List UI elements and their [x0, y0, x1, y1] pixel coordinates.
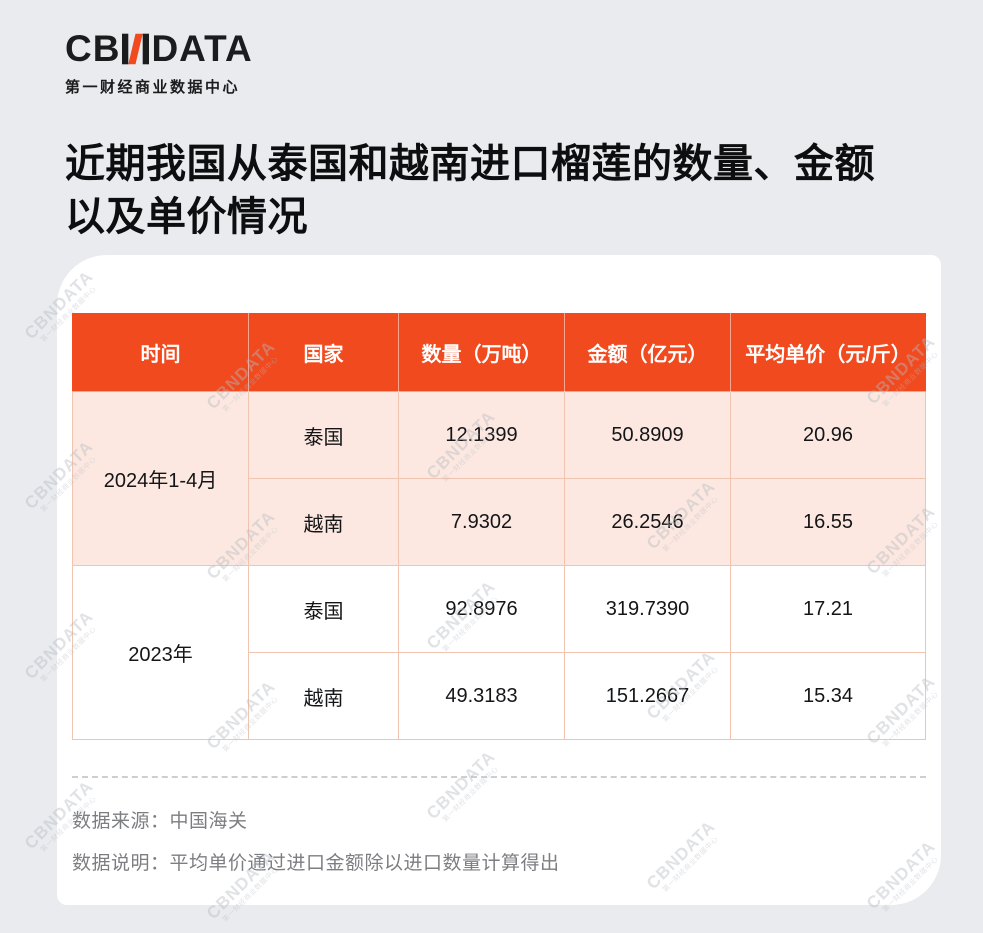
page-title: 近期我国从泰国和越南进口榴莲的数量、金额以及单价情况 [65, 142, 875, 239]
amount-cell: 50.8909 [564, 391, 731, 479]
table-row: 2023年 泰国 92.8976 319.7390 17.21 [72, 565, 926, 740]
table-row: 越南 7.9302 26.2546 16.55 [73, 478, 926, 566]
col-header-quantity: 数量（万吨） [398, 313, 565, 392]
country-cell: 泰国 [248, 565, 399, 653]
logo-text-cb: CB [65, 28, 121, 69]
source-value: 中国海关 [169, 811, 248, 832]
cbndata-logo: CB DATA [65, 30, 253, 67]
data-source-line: 数据来源：中国海关 [72, 806, 926, 833]
col-header-amount: 金额（亿元） [564, 313, 731, 392]
import-table: 时间 国家 数量（万吨） 金额（亿元） 平均单价（元/斤） 2024年1-4月 … [72, 313, 926, 740]
data-card: 时间 国家 数量（万吨） 金额（亿元） 平均单价（元/斤） 2024年1-4月 … [57, 255, 941, 905]
country-cell: 越南 [248, 478, 399, 566]
table-header-row: 时间 国家 数量（万吨） 金额（亿元） 平均单价（元/斤） [72, 313, 926, 392]
amount-cell: 26.2546 [564, 478, 731, 566]
dashed-divider [72, 776, 926, 778]
col-header-country: 国家 [248, 313, 399, 392]
note-label: 数据说明： [72, 853, 170, 874]
price-cell: 16.55 [730, 478, 926, 566]
quantity-cell: 12.1399 [398, 391, 565, 479]
country-cell: 泰国 [248, 391, 399, 479]
quantity-cell: 92.8976 [398, 565, 565, 653]
table-row: 2024年1-4月 泰国 12.1399 50.8909 20.96 [72, 391, 926, 566]
brand-header: CB DATA 第一财经商业数据中心 [65, 30, 253, 97]
note-value: 平均单价通过进口金额除以进口数量计算得出 [169, 853, 560, 874]
logo-text-data: DATA [151, 28, 253, 69]
source-label: 数据来源： [72, 811, 170, 832]
data-note-line: 数据说明：平均单价通过进口金额除以进口数量计算得出 [72, 848, 926, 875]
price-cell: 20.96 [730, 391, 926, 479]
time-cell: 2024年1-4月 [72, 391, 249, 566]
col-header-price: 平均单价（元/斤） [730, 313, 926, 392]
col-header-time: 时间 [72, 313, 249, 392]
price-cell: 17.21 [730, 565, 926, 653]
amount-cell: 319.7390 [564, 565, 731, 653]
logo-n-icon [122, 33, 150, 64]
country-cell: 越南 [248, 652, 399, 740]
time-cell: 2023年 [72, 565, 249, 740]
amount-cell: 151.2667 [564, 652, 731, 740]
price-cell: 15.34 [730, 652, 926, 740]
table-row: 越南 49.3183 151.2667 15.34 [73, 652, 926, 740]
quantity-cell: 49.3183 [398, 652, 565, 740]
brand-tagline: 第一财经商业数据中心 [65, 79, 241, 96]
quantity-cell: 7.9302 [398, 478, 565, 566]
